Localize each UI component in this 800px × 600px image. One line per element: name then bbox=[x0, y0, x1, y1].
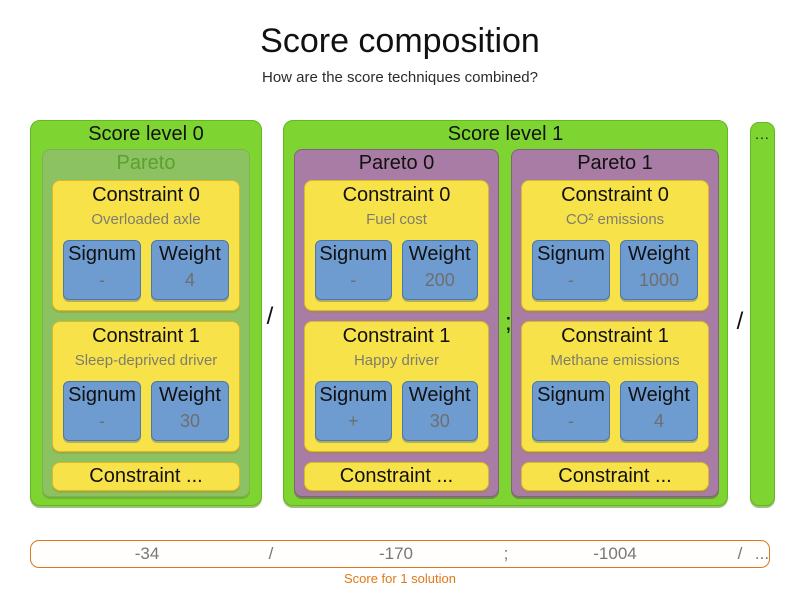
signum-weight-row: Signum - Weight 4 bbox=[532, 381, 698, 441]
weight-label: Weight bbox=[408, 384, 471, 406]
weight-box: Weight 30 bbox=[401, 381, 478, 441]
signum-box: Signum - bbox=[63, 240, 141, 300]
constraint-card: Constraint 0 Overloaded axle Signum - We… bbox=[52, 180, 240, 311]
constraint-card: Constraint 1 Methane emissions Signum - … bbox=[521, 321, 709, 452]
constraint-title: Constraint 1 bbox=[342, 325, 451, 347]
weight-label: Weight bbox=[628, 384, 690, 406]
score-separator: / bbox=[268, 544, 274, 563]
pareto-0-label: Pareto 0 bbox=[358, 152, 435, 174]
pareto-disabled-label: Pareto bbox=[116, 152, 176, 174]
weight-label: Weight bbox=[159, 384, 221, 406]
weight-label: Weight bbox=[628, 243, 690, 265]
signum-weight-row: Signum - Weight 200 bbox=[315, 240, 478, 300]
weight-value: 4 bbox=[653, 411, 664, 431]
constraint-more-card: Constraint ... bbox=[304, 462, 489, 491]
score-level-0-label: Score level 0 bbox=[88, 123, 204, 145]
constraint-more-card: Constraint ... bbox=[521, 462, 709, 491]
signum-label: Signum bbox=[68, 243, 136, 265]
weight-label: Weight bbox=[408, 243, 471, 265]
weight-value: 30 bbox=[179, 411, 201, 431]
weight-value: 4 bbox=[184, 270, 195, 290]
signum-weight-row: Signum - Weight 30 bbox=[63, 381, 229, 441]
more-levels-strip: ... bbox=[750, 122, 775, 506]
signum-label: Signum bbox=[319, 243, 388, 265]
constraint-subtitle: Overloaded axle bbox=[91, 211, 201, 228]
weight-value: 30 bbox=[429, 411, 450, 431]
score-value-level0: -34 bbox=[134, 544, 160, 563]
signum-box: Signum - bbox=[532, 240, 610, 300]
weight-value: 1000 bbox=[638, 270, 680, 290]
constraint-subtitle: Sleep-deprived driver bbox=[74, 352, 218, 369]
weight-box: Weight 4 bbox=[151, 240, 229, 300]
signum-weight-row: Signum - Weight 1000 bbox=[532, 240, 698, 300]
weight-value: 200 bbox=[424, 270, 455, 290]
constraint-title: Constraint 0 bbox=[92, 184, 200, 206]
constraint-subtitle: Happy driver bbox=[353, 352, 440, 369]
score-caption: Score for 1 solution bbox=[343, 571, 456, 586]
signum-label: Signum bbox=[319, 384, 388, 406]
pareto-disabled-box: Pareto Constraint 0 Overloaded axle Sign… bbox=[42, 149, 250, 497]
signum-value: - bbox=[99, 270, 105, 290]
signum-box: Signum - bbox=[315, 240, 392, 300]
ellipsis-label: ... bbox=[755, 126, 770, 142]
score-level-1-label: Score level 1 bbox=[447, 123, 564, 145]
constraint-card: Constraint 0 CO² emissions Signum - Weig… bbox=[521, 180, 709, 311]
constraint-title: Constraint 0 bbox=[342, 184, 451, 206]
page-title: Score composition bbox=[260, 22, 540, 60]
score-value-pareto0: -170 bbox=[378, 544, 414, 563]
signum-label: Signum bbox=[68, 384, 136, 406]
signum-box: Signum - bbox=[63, 381, 141, 441]
signum-weight-row: Signum - Weight 4 bbox=[63, 240, 229, 300]
weight-box: Weight 30 bbox=[151, 381, 229, 441]
signum-box: Signum + bbox=[315, 381, 392, 441]
score-separator: / bbox=[737, 544, 743, 563]
signum-box: Signum - bbox=[532, 381, 610, 441]
constraint-card: Constraint 1 Happy driver Signum + Weigh… bbox=[304, 321, 489, 452]
constraint-card: Constraint 0 Fuel cost Signum - Weight 2… bbox=[304, 180, 489, 311]
score-value-pareto1: -1004 bbox=[593, 544, 637, 563]
constraint-subtitle: Methane emissions bbox=[550, 352, 680, 369]
score-bar: -34 / -170 ; -1004 / ... bbox=[30, 540, 770, 568]
score-separator: ; bbox=[503, 544, 509, 563]
level-separator: / bbox=[736, 308, 744, 335]
score-level-1-box: Score level 1 Pareto 0 Constraint 0 Fuel… bbox=[283, 120, 728, 506]
signum-value: + bbox=[347, 411, 359, 431]
signum-value: - bbox=[99, 411, 105, 431]
weight-box: Weight 1000 bbox=[620, 240, 698, 300]
score-level-0-box: Score level 0 Pareto Constraint 0 Overlo… bbox=[30, 120, 262, 506]
pareto-separator: ; bbox=[505, 309, 512, 336]
constraint-more-card: Constraint ... bbox=[52, 462, 240, 491]
signum-label: Signum bbox=[537, 243, 605, 265]
constraint-card: Constraint 1 Sleep-deprived driver Signu… bbox=[52, 321, 240, 452]
signum-label: Signum bbox=[537, 384, 605, 406]
constraint-title: Constraint 1 bbox=[561, 325, 669, 347]
signum-value: - bbox=[350, 270, 357, 290]
constraint-title: Constraint 1 bbox=[92, 325, 200, 347]
pareto-0-box: Pareto 0 Constraint 0 Fuel cost Signum -… bbox=[294, 149, 499, 497]
weight-box: Weight 200 bbox=[401, 240, 478, 300]
constraint-subtitle: CO² emissions bbox=[565, 211, 665, 228]
constraint-title: Constraint 0 bbox=[561, 184, 669, 206]
signum-value: - bbox=[568, 411, 574, 431]
weight-label: Weight bbox=[159, 243, 221, 265]
weight-box: Weight 4 bbox=[620, 381, 698, 441]
level-separator: / bbox=[266, 303, 274, 330]
signum-weight-row: Signum + Weight 30 bbox=[315, 381, 478, 441]
constraint-subtitle: Fuel cost bbox=[366, 211, 427, 228]
pareto-1-label: Pareto 1 bbox=[577, 152, 653, 174]
pareto-1-box: Pareto 1 Constraint 0 CO² emissions Sign… bbox=[511, 149, 719, 497]
signum-value: - bbox=[568, 270, 574, 290]
page-subtitle: How are the score techniques combined? bbox=[262, 69, 538, 86]
score-ellipsis: ... bbox=[754, 544, 770, 563]
